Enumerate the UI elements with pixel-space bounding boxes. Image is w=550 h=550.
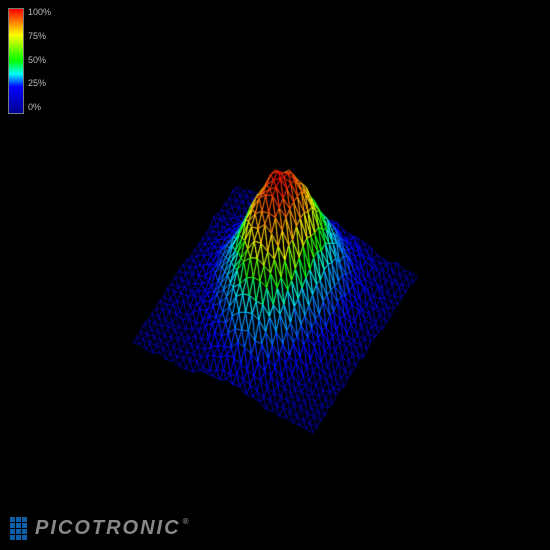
legend-label: 25% [28,79,51,88]
brand-watermark: PICOTRONIC® [10,517,188,540]
color-legend: 100% 75% 50% 25% 0% [8,8,51,114]
legend-labels: 100% 75% 50% 25% 0% [28,8,51,112]
legend-label: 0% [28,103,51,112]
legend-label: 75% [28,32,51,41]
legend-gradient-bar [8,8,24,114]
surface-mesh [0,0,550,550]
chart-container: 100% 75% 50% 25% 0% PICOTRONIC® [0,0,550,550]
legend-label: 50% [28,56,51,65]
legend-label: 100% [28,8,51,17]
brand-name: PICOTRONIC® [35,517,188,540]
brand-logo-icon [10,517,27,540]
